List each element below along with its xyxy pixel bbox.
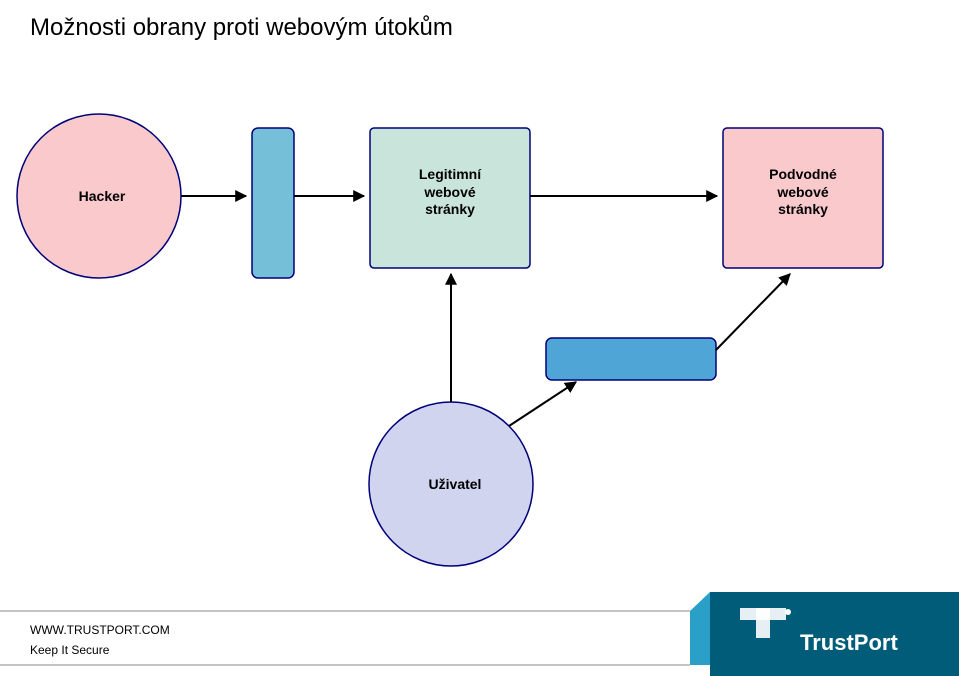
edge-4 bbox=[509, 382, 576, 426]
edge-5 bbox=[716, 274, 790, 350]
node-filter-bar bbox=[546, 338, 716, 380]
node-legit-site bbox=[370, 128, 530, 268]
node-user bbox=[369, 402, 533, 566]
diagram-canvas: TrustPort bbox=[0, 0, 959, 676]
node-fraud-site bbox=[723, 128, 883, 268]
brand-accent bbox=[690, 592, 710, 665]
footer-url: WWW.TRUSTPORT.COM bbox=[30, 623, 170, 637]
node-firewall-bar bbox=[252, 128, 294, 278]
brand-name: TrustPort bbox=[800, 630, 898, 655]
node-hacker bbox=[17, 114, 181, 278]
footer-tagline: Keep It Secure bbox=[30, 643, 109, 657]
